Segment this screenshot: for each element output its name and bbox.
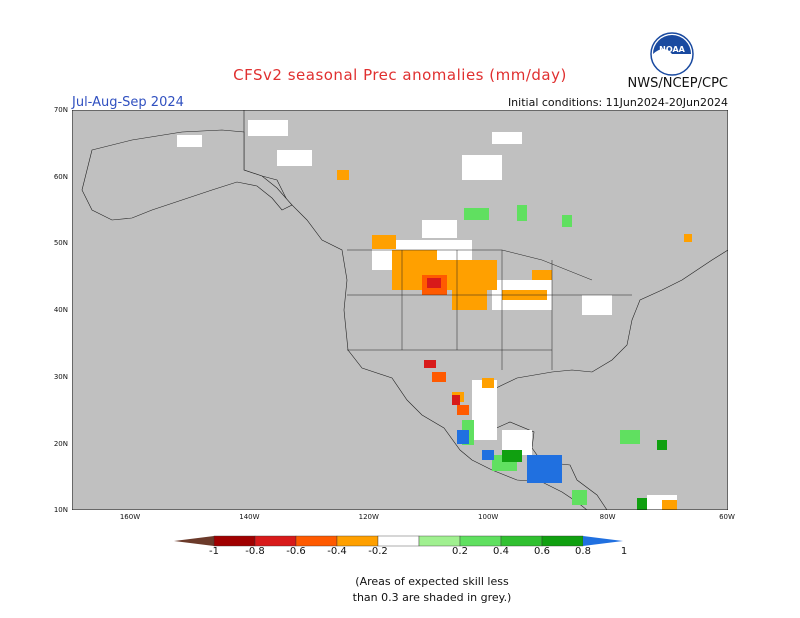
lat-label: 50N bbox=[53, 239, 68, 248]
state-borders bbox=[347, 249, 632, 370]
colorbar-low-arrow bbox=[174, 536, 214, 546]
lat-label: 70N bbox=[53, 106, 68, 114]
lat-label: 30N bbox=[53, 372, 68, 381]
colorbar-tick-label: 0.6 bbox=[534, 546, 550, 557]
noaa-logo: NOAA bbox=[650, 32, 694, 80]
svg-text:NOAA: NOAA bbox=[659, 45, 685, 54]
colorbar-segment bbox=[541, 535, 584, 547]
alaska-land bbox=[81, 129, 293, 221]
skill-note-line1: (Areas of expected skill less bbox=[355, 575, 509, 588]
colorbar-tick-label: -1 bbox=[209, 546, 219, 557]
lon-label: 100W bbox=[478, 513, 499, 521]
colorbar-legend bbox=[0, 530, 800, 564]
anomaly-map bbox=[71, 109, 729, 514]
colorbar-segment bbox=[295, 535, 338, 547]
skill-note-line2: than 0.3 are shaded in grey.) bbox=[352, 591, 512, 604]
lat-label: 20N bbox=[53, 439, 68, 448]
colorbar-segment bbox=[500, 535, 543, 547]
colorbar-svg bbox=[174, 535, 623, 547]
agency-label: NWS/NCEP/CPC bbox=[627, 76, 728, 91]
very-wet-patches bbox=[457, 430, 562, 483]
lon-label: 160W bbox=[119, 513, 141, 521]
map-title: CFSv2 seasonal Prec anomalies (mm/day) bbox=[233, 66, 567, 84]
season-label: Jul-Aug-Sep 2024 bbox=[72, 95, 184, 110]
colorbar-tick-label: 0.4 bbox=[493, 546, 509, 557]
lat-label: 40N bbox=[53, 306, 68, 315]
colorbar-tick-label: 0.8 bbox=[575, 546, 591, 557]
lon-label: 60W bbox=[719, 513, 735, 521]
colorbar-tick-label: -0.6 bbox=[286, 546, 306, 557]
colorbar-segment bbox=[254, 535, 297, 547]
strong-wet-patches bbox=[502, 440, 667, 510]
map-svg bbox=[71, 109, 729, 511]
colorbar-segment bbox=[377, 535, 420, 547]
colorbar-segment bbox=[336, 535, 379, 547]
colorbar-segment bbox=[418, 535, 461, 547]
initial-conditions-label: Initial conditions: 11Jun2024-20Jun2024 bbox=[507, 96, 728, 109]
strong-dry-patches bbox=[424, 278, 460, 405]
lon-label: 80W bbox=[599, 513, 616, 521]
colorbar-tick-label: -0.2 bbox=[368, 546, 388, 557]
colorbar-high-arrow bbox=[583, 536, 623, 546]
colorbar-segment bbox=[459, 535, 502, 547]
colorbar-tick-label: -0.4 bbox=[327, 546, 347, 557]
colorbar-segment bbox=[213, 535, 256, 547]
lat-label: 10N bbox=[53, 506, 68, 515]
lat-label: 60N bbox=[53, 172, 68, 181]
colorbar-tick-label: 0.2 bbox=[452, 546, 468, 557]
lon-label: 140W bbox=[239, 513, 260, 521]
colorbar-tick-label: 1 bbox=[620, 546, 628, 557]
lon-label: 120W bbox=[358, 513, 379, 521]
colorbar-tick-label: -0.8 bbox=[245, 546, 265, 557]
